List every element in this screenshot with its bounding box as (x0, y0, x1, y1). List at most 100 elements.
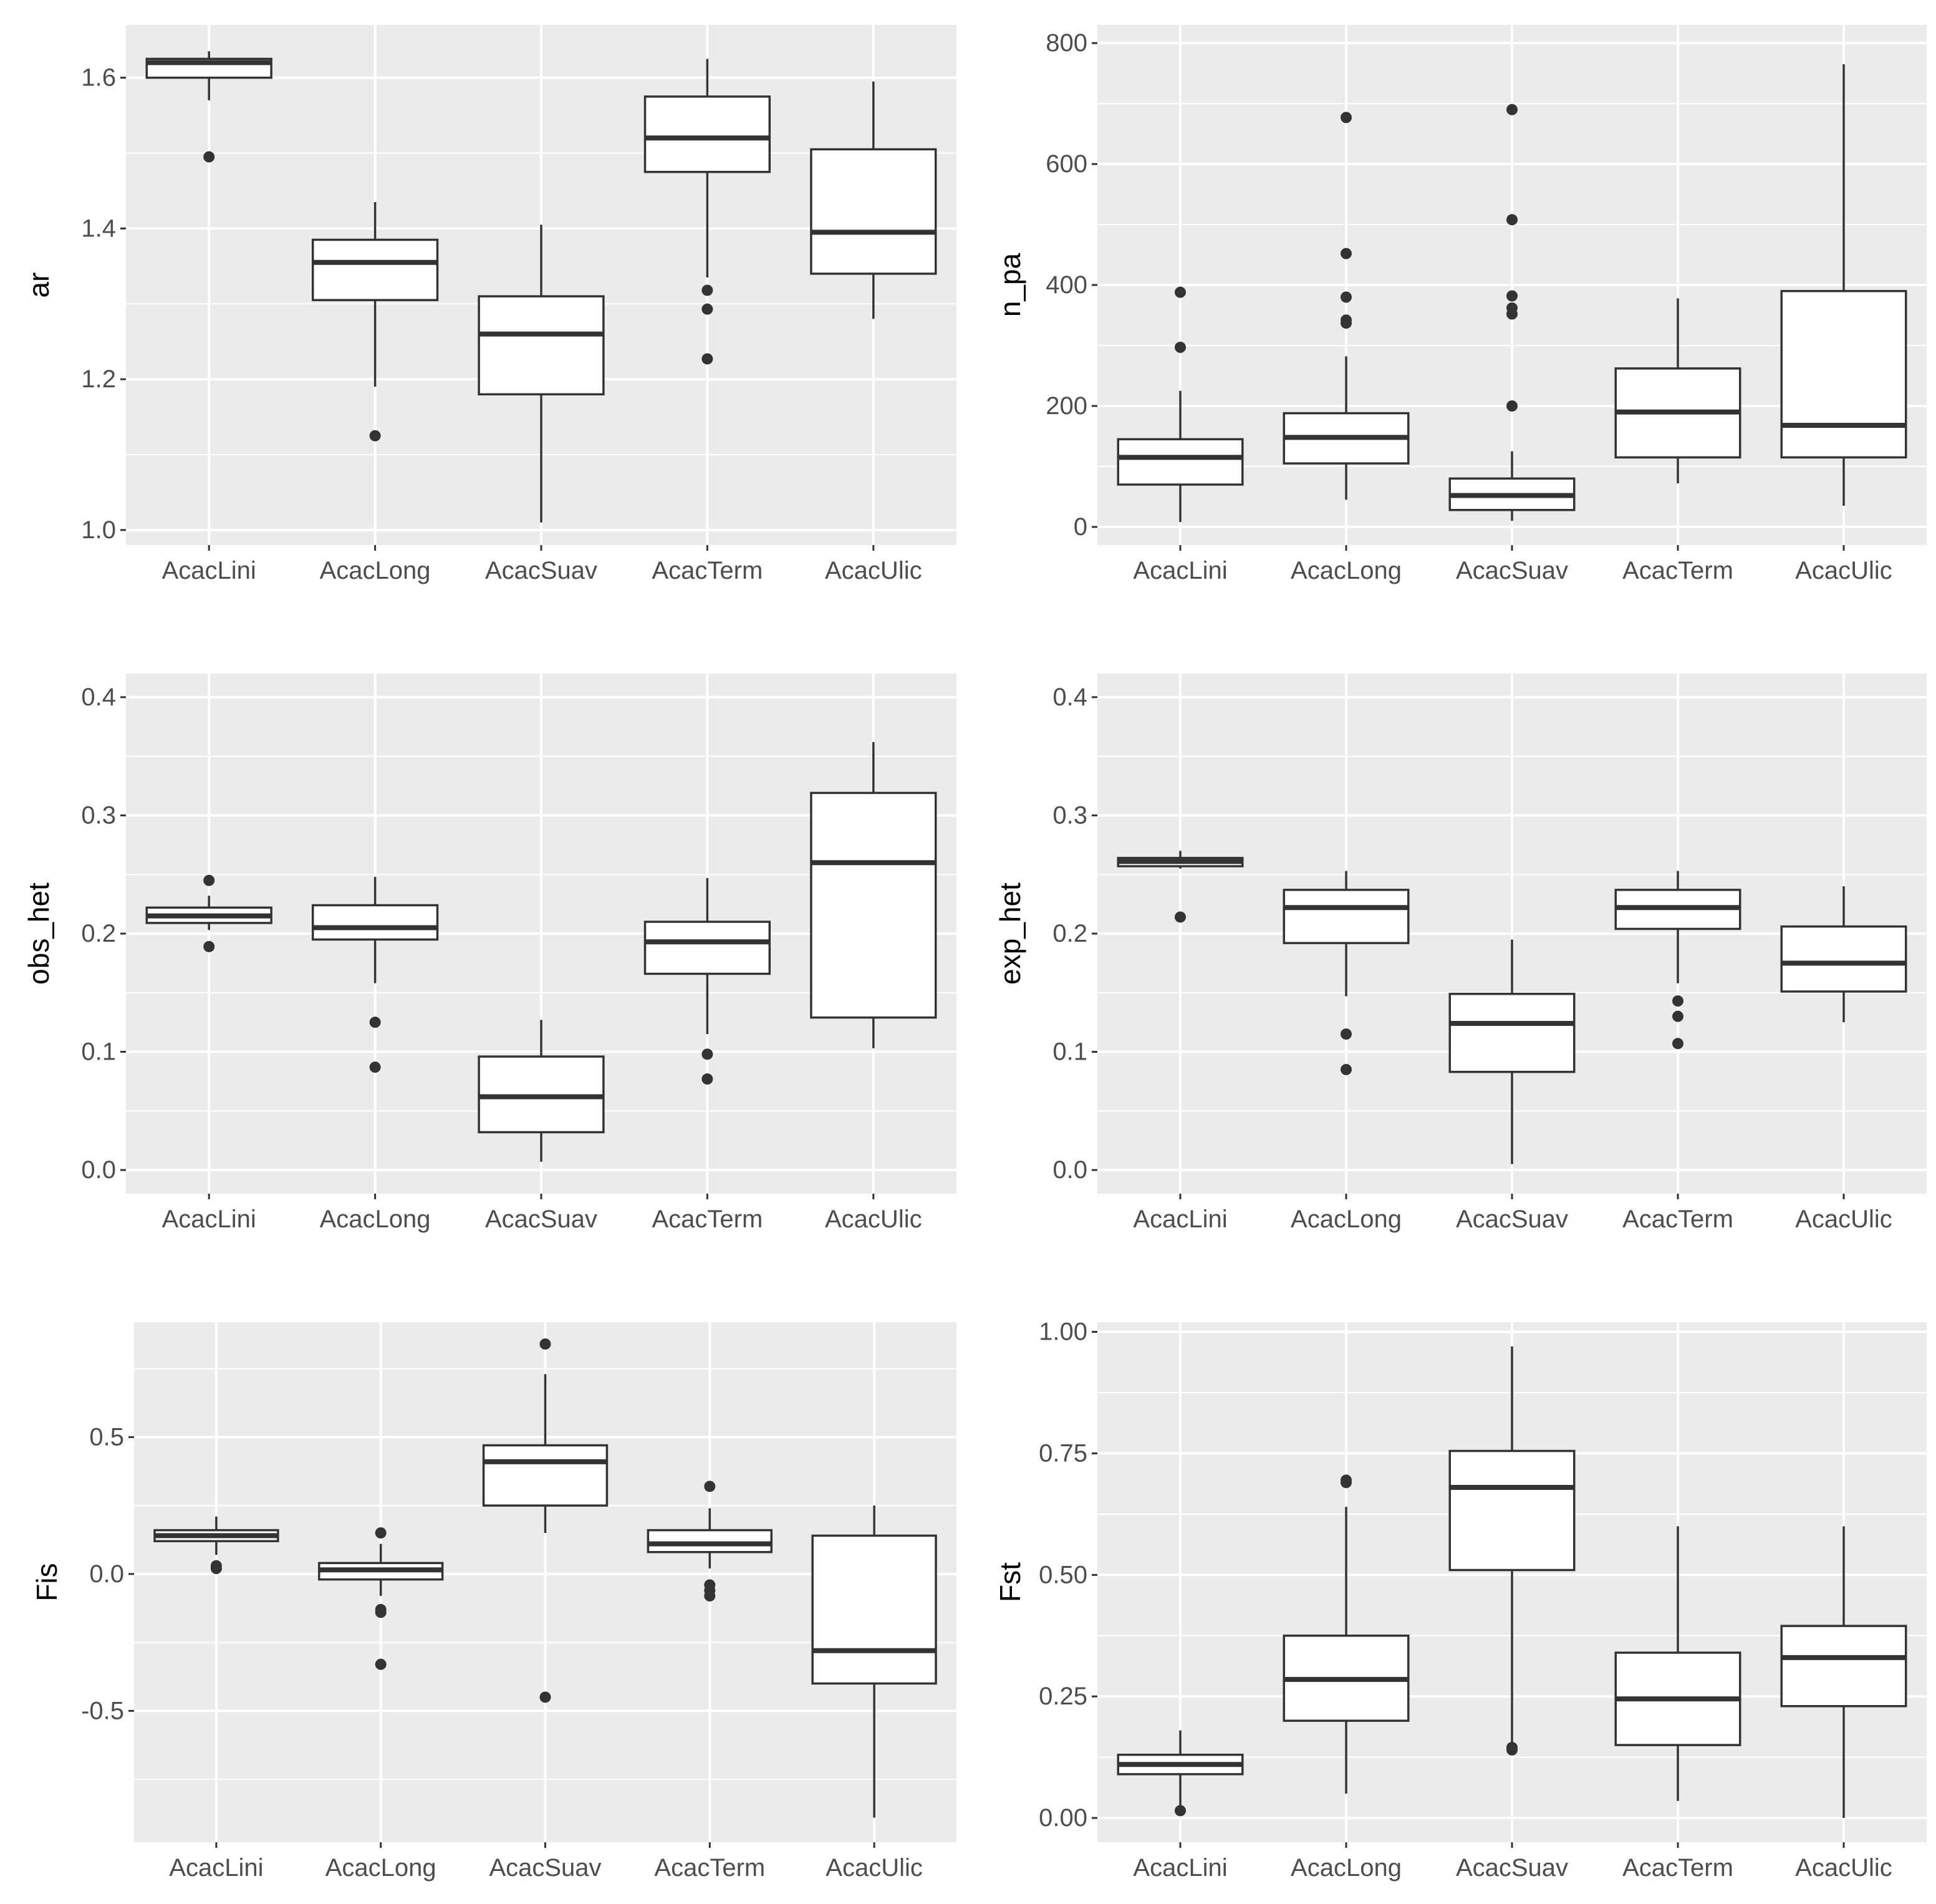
x-tick-label: AcacUlic (825, 1206, 922, 1233)
box-AcacSuav (482, 1338, 609, 1703)
box-AcacLong (1283, 871, 1410, 1075)
x-tick-label: AcacSuav (489, 1854, 601, 1882)
iqr-box (647, 1529, 773, 1554)
x-tick-label: AcacTerm (654, 1854, 765, 1882)
outlier-point (1175, 911, 1186, 923)
x-tick-label: AcacSuav (1456, 1854, 1568, 1882)
y-axis-title: obs_het (22, 882, 55, 985)
x-tick-label: AcacSuav (485, 1206, 597, 1233)
outlier-point (1341, 291, 1352, 303)
y-tick-label: -0.5 (81, 1697, 124, 1724)
x-tick-label: AcacUlic (825, 557, 922, 584)
y-tick-label: 0.0 (89, 1560, 124, 1588)
box-AcacTerm (643, 59, 771, 365)
y-tick-label: 0.1 (81, 1038, 116, 1066)
iqr-box (1448, 1449, 1576, 1572)
outlier-point (369, 1061, 381, 1073)
y-tick-label: 0.3 (1052, 801, 1087, 829)
box-AcacLini (145, 51, 272, 163)
box-AcacUlic (1780, 1526, 1907, 1819)
box-AcacSuav (1448, 939, 1576, 1164)
outlier-point (539, 1691, 551, 1703)
box-AcacLong (1283, 112, 1410, 500)
box-AcacSuav (1448, 1346, 1576, 1756)
iqr-box (1780, 925, 1907, 993)
outlier-point (1341, 1028, 1352, 1040)
iqr-box (311, 904, 439, 941)
iqr-box (643, 921, 771, 975)
x-tick-label: AcacLini (162, 1206, 256, 1233)
outlier-point (1506, 214, 1518, 226)
y-tick-label: 0.0 (1052, 1156, 1087, 1184)
y-tick-label: 0.5 (89, 1423, 124, 1451)
box-AcacLong (311, 877, 439, 1073)
iqr-box (482, 1444, 609, 1507)
iqr-box (810, 148, 937, 275)
box-AcacTerm (1614, 871, 1741, 1050)
outlier-point (1341, 112, 1352, 123)
x-tick-label: AcacLini (1133, 1854, 1227, 1882)
panel-ar: 1.0 1.2 1.4 1.6 AcacLini AcacLong AcacSuav Acac… (22, 25, 956, 584)
x-tick-label: AcacLini (1133, 557, 1227, 584)
box-AcacLini (153, 1516, 279, 1575)
box-AcacSuav (1448, 104, 1576, 521)
outlier-point (1341, 317, 1352, 329)
outlier-point (1341, 1063, 1352, 1075)
x-tick-label: AcacLong (1291, 1206, 1402, 1233)
y-tick-label: 1.0 (81, 516, 116, 544)
x-tick-label: AcacLong (1291, 1854, 1402, 1882)
x-tick-label: AcacLini (169, 1854, 263, 1882)
y-tick-label: 0.1 (1052, 1038, 1087, 1066)
outlier-point (1175, 341, 1186, 353)
outlier-point (369, 430, 381, 442)
outlier-point (1506, 104, 1518, 115)
iqr-box (810, 791, 937, 1019)
iqr-box (643, 95, 771, 173)
outlier-point (539, 1338, 551, 1350)
outlier-point (1506, 290, 1518, 302)
outlier-point (369, 1017, 381, 1028)
outlier-point (203, 940, 215, 952)
y-tick-label: 1.00 (1039, 1318, 1087, 1346)
x-tick-label: AcacSuav (485, 557, 597, 584)
box-AcacTerm (647, 1481, 773, 1602)
outlier-point (1672, 1038, 1683, 1050)
iqr-box (1780, 289, 1907, 459)
box-AcacLini (145, 874, 272, 952)
y-tick-label: 1.6 (81, 64, 116, 92)
box-AcacUlic (810, 742, 937, 1048)
iqr-box (311, 238, 439, 301)
box-AcacUlic (810, 81, 937, 319)
outlier-point (1672, 995, 1683, 1007)
box-AcacLini (1117, 1730, 1244, 1817)
y-axis-title: Fst (994, 1562, 1026, 1602)
y-tick-label: 0.00 (1039, 1804, 1087, 1832)
y-tick-label: 0.0 (81, 1156, 116, 1184)
y-tick-label: 0 (1074, 513, 1087, 541)
y-tick-label: 0.2 (1052, 920, 1087, 947)
x-tick-label: AcacSuav (1456, 557, 1568, 584)
x-tick-label: AcacSuav (1456, 1206, 1568, 1233)
y-tick-label: 0.4 (81, 684, 116, 711)
outlier-point (375, 1607, 387, 1618)
outlier-point (1506, 1744, 1518, 1756)
outlier-point (701, 284, 713, 296)
outlier-point (701, 303, 713, 315)
y-tick-label: 0.3 (81, 801, 116, 829)
x-tick-label: AcacLong (320, 557, 431, 584)
outlier-point (375, 1527, 387, 1539)
box-AcacSuav (478, 225, 605, 523)
x-tick-label: AcacLong (325, 1854, 436, 1882)
y-axis-title: n_pa (994, 253, 1026, 317)
iqr-box (811, 1534, 937, 1685)
box-AcacLong (318, 1527, 444, 1670)
panel-obs_het: 0.0 0.1 0.2 0.3 0.4 AcacLini AcacLong AcacSuav A… (22, 674, 956, 1233)
x-tick-label: AcacUlic (1795, 557, 1892, 584)
x-tick-label: AcacLong (320, 1206, 431, 1233)
outlier-point (704, 1590, 716, 1602)
panel-Fis: -0.5 0.0 0.5 AcacLini AcacLong AcacSuav AcacTe… (31, 1322, 956, 1882)
outlier-point (1341, 248, 1352, 259)
box-AcacTerm (1614, 1526, 1741, 1801)
box-AcacTerm (643, 877, 771, 1085)
